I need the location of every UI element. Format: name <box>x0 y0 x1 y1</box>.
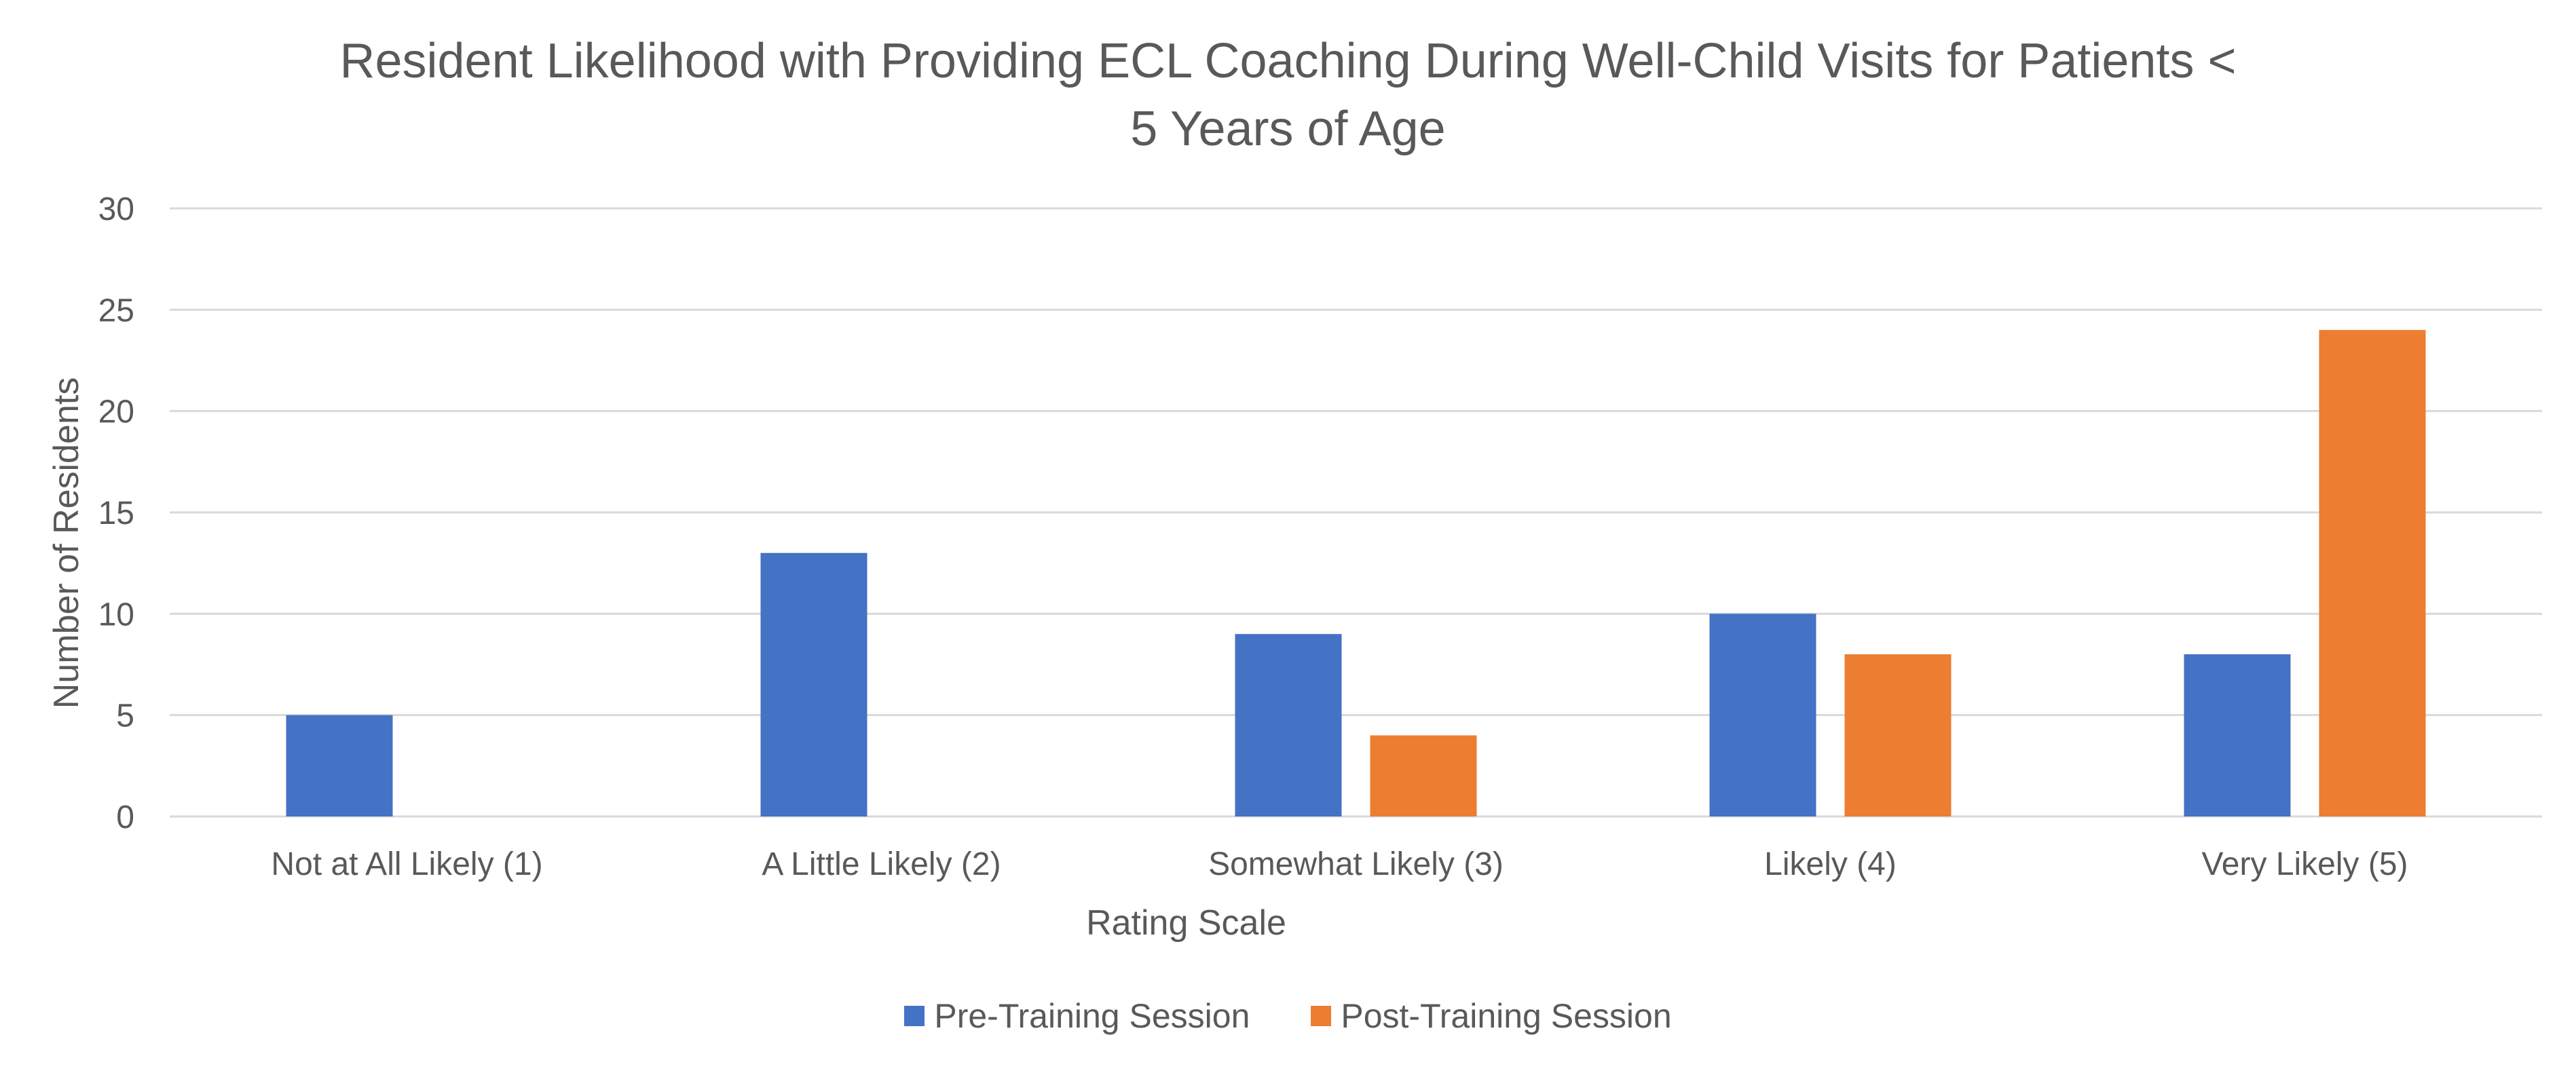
x-axis-title: Rating Scale <box>1086 903 1286 943</box>
legend-item-pre-training: Pre-Training Session <box>904 992 1250 1040</box>
bars <box>286 330 2426 816</box>
legend-label-pre-training: Pre-Training Session <box>934 997 1250 1035</box>
y-tick-label-0: 0 <box>116 799 134 835</box>
y-tick-label-30: 30 <box>98 191 134 227</box>
bar-pre-training-session-likely-4 <box>1709 614 1816 816</box>
x-tick-label-not-at-all-likely-1: Not at All Likely (1) <box>271 846 542 882</box>
y-tick-label-20: 20 <box>98 394 134 430</box>
y-axis-ticks: 0 5 10 15 20 25 30 <box>98 191 134 835</box>
bar-post-training-session-likely-4 <box>1844 654 1952 816</box>
chart-title-line-2: 5 Years of Age <box>1130 102 1446 156</box>
bar-pre-training-session-very-likely-5 <box>2184 654 2291 816</box>
legend-swatch-pre-training <box>904 1006 925 1026</box>
y-tick-label-5: 5 <box>116 698 134 734</box>
legend: Pre-Training Session Post-Training Sessi… <box>0 992 2576 1040</box>
bar-post-training-session-very-likely-5 <box>2319 330 2426 816</box>
x-axis-ticks: Not at All Likely (1) A Little Likely (2)… <box>271 846 2408 882</box>
legend-label-post-training: Post-Training Session <box>1341 997 1672 1035</box>
legend-item-post-training: Post-Training Session <box>1311 992 1672 1040</box>
y-axis-title: Number of Residents <box>47 377 86 709</box>
x-tick-label-very-likely-5: Very Likely (5) <box>2201 846 2408 882</box>
bar-pre-training-session-a-little-likely-2 <box>760 552 867 816</box>
x-tick-label-somewhat-likely-3: Somewhat Likely (3) <box>1208 846 1504 882</box>
bar-pre-training-session-somewhat-likely-3 <box>1235 634 1342 816</box>
chart-title-line-1: Resident Likelihood with Providing ECL C… <box>339 34 2237 88</box>
x-tick-label-a-little-likely-2: A Little Likely (2) <box>762 846 1001 882</box>
y-tick-label-10: 10 <box>98 597 134 633</box>
legend-swatch-post-training <box>1311 1006 1332 1026</box>
bar-post-training-session-somewhat-likely-3 <box>1370 735 1477 816</box>
chart-title: Resident Likelihood with Providing ECL C… <box>204 27 2372 163</box>
gridlines <box>170 207 2542 818</box>
y-tick-label-25: 25 <box>98 293 134 328</box>
x-tick-label-likely-4: Likely (4) <box>1764 846 1897 882</box>
bar-pre-training-session-not-at-all-likely-1 <box>286 715 393 816</box>
y-tick-label-15: 15 <box>98 495 134 531</box>
